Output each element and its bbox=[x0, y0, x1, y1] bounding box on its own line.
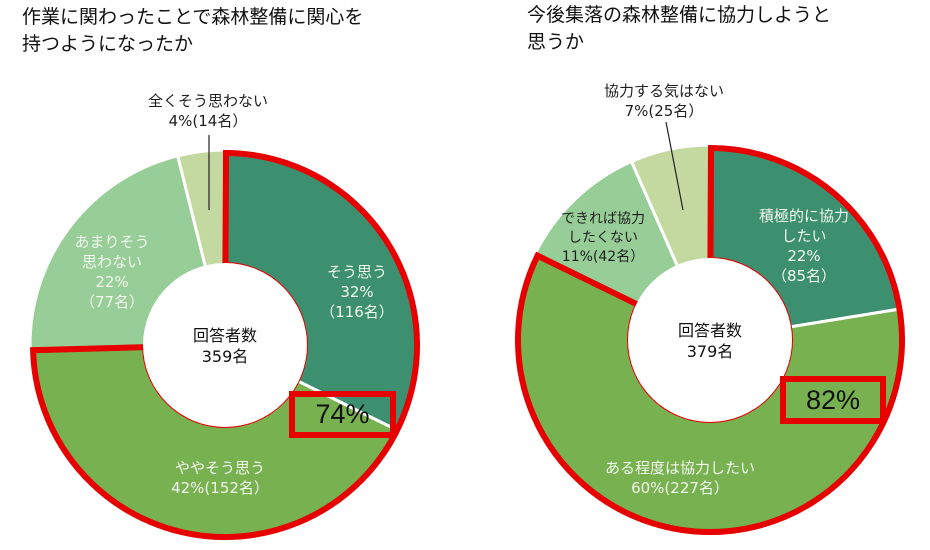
highlight-box-74: 74% bbox=[289, 391, 396, 438]
respondent-count-1: 回答者数 359名 bbox=[192, 326, 258, 366]
donut-hole bbox=[628, 258, 792, 422]
chart-1-title: 作業に関わったことで森林整備に関心を 持つようになったか bbox=[22, 6, 364, 55]
respondent-count-2: 回答者数 379名 bbox=[677, 321, 743, 361]
slice-label-kyouryoku-suru-ki-wa-nai: 協力する気はない 7%(25名） bbox=[603, 82, 725, 120]
leader-line bbox=[665, 121, 684, 211]
highlight-box-82: 82% bbox=[780, 376, 886, 424]
slice-label-dekireba: できれば協力 したくない 11%(42名） bbox=[561, 211, 645, 265]
slice-label-sou-omou: そう思う 32% （116名） bbox=[320, 263, 394, 321]
slice-label-sekkyokuteki: 積極的に協力 したい 22% （85名） bbox=[758, 207, 850, 285]
slice-label-amari-sou-omowanai: あまりそう 思わない 22% （77名） bbox=[74, 233, 150, 311]
slice-label-aru-teido: ある程度は協力したい 60%(227名） bbox=[604, 459, 756, 497]
chart-2-title: 今後集落の森林整備に協力しようと 思うか bbox=[527, 4, 832, 53]
slice-label-mattaku-sou-omowanai: 全くそう思わない 4%(14名） bbox=[147, 92, 269, 130]
donut-chart-2 bbox=[513, 121, 907, 537]
donut-hole bbox=[143, 263, 307, 427]
slice-label-yaya-sou-omou: ややそう思う 42%(152名） bbox=[171, 459, 269, 497]
